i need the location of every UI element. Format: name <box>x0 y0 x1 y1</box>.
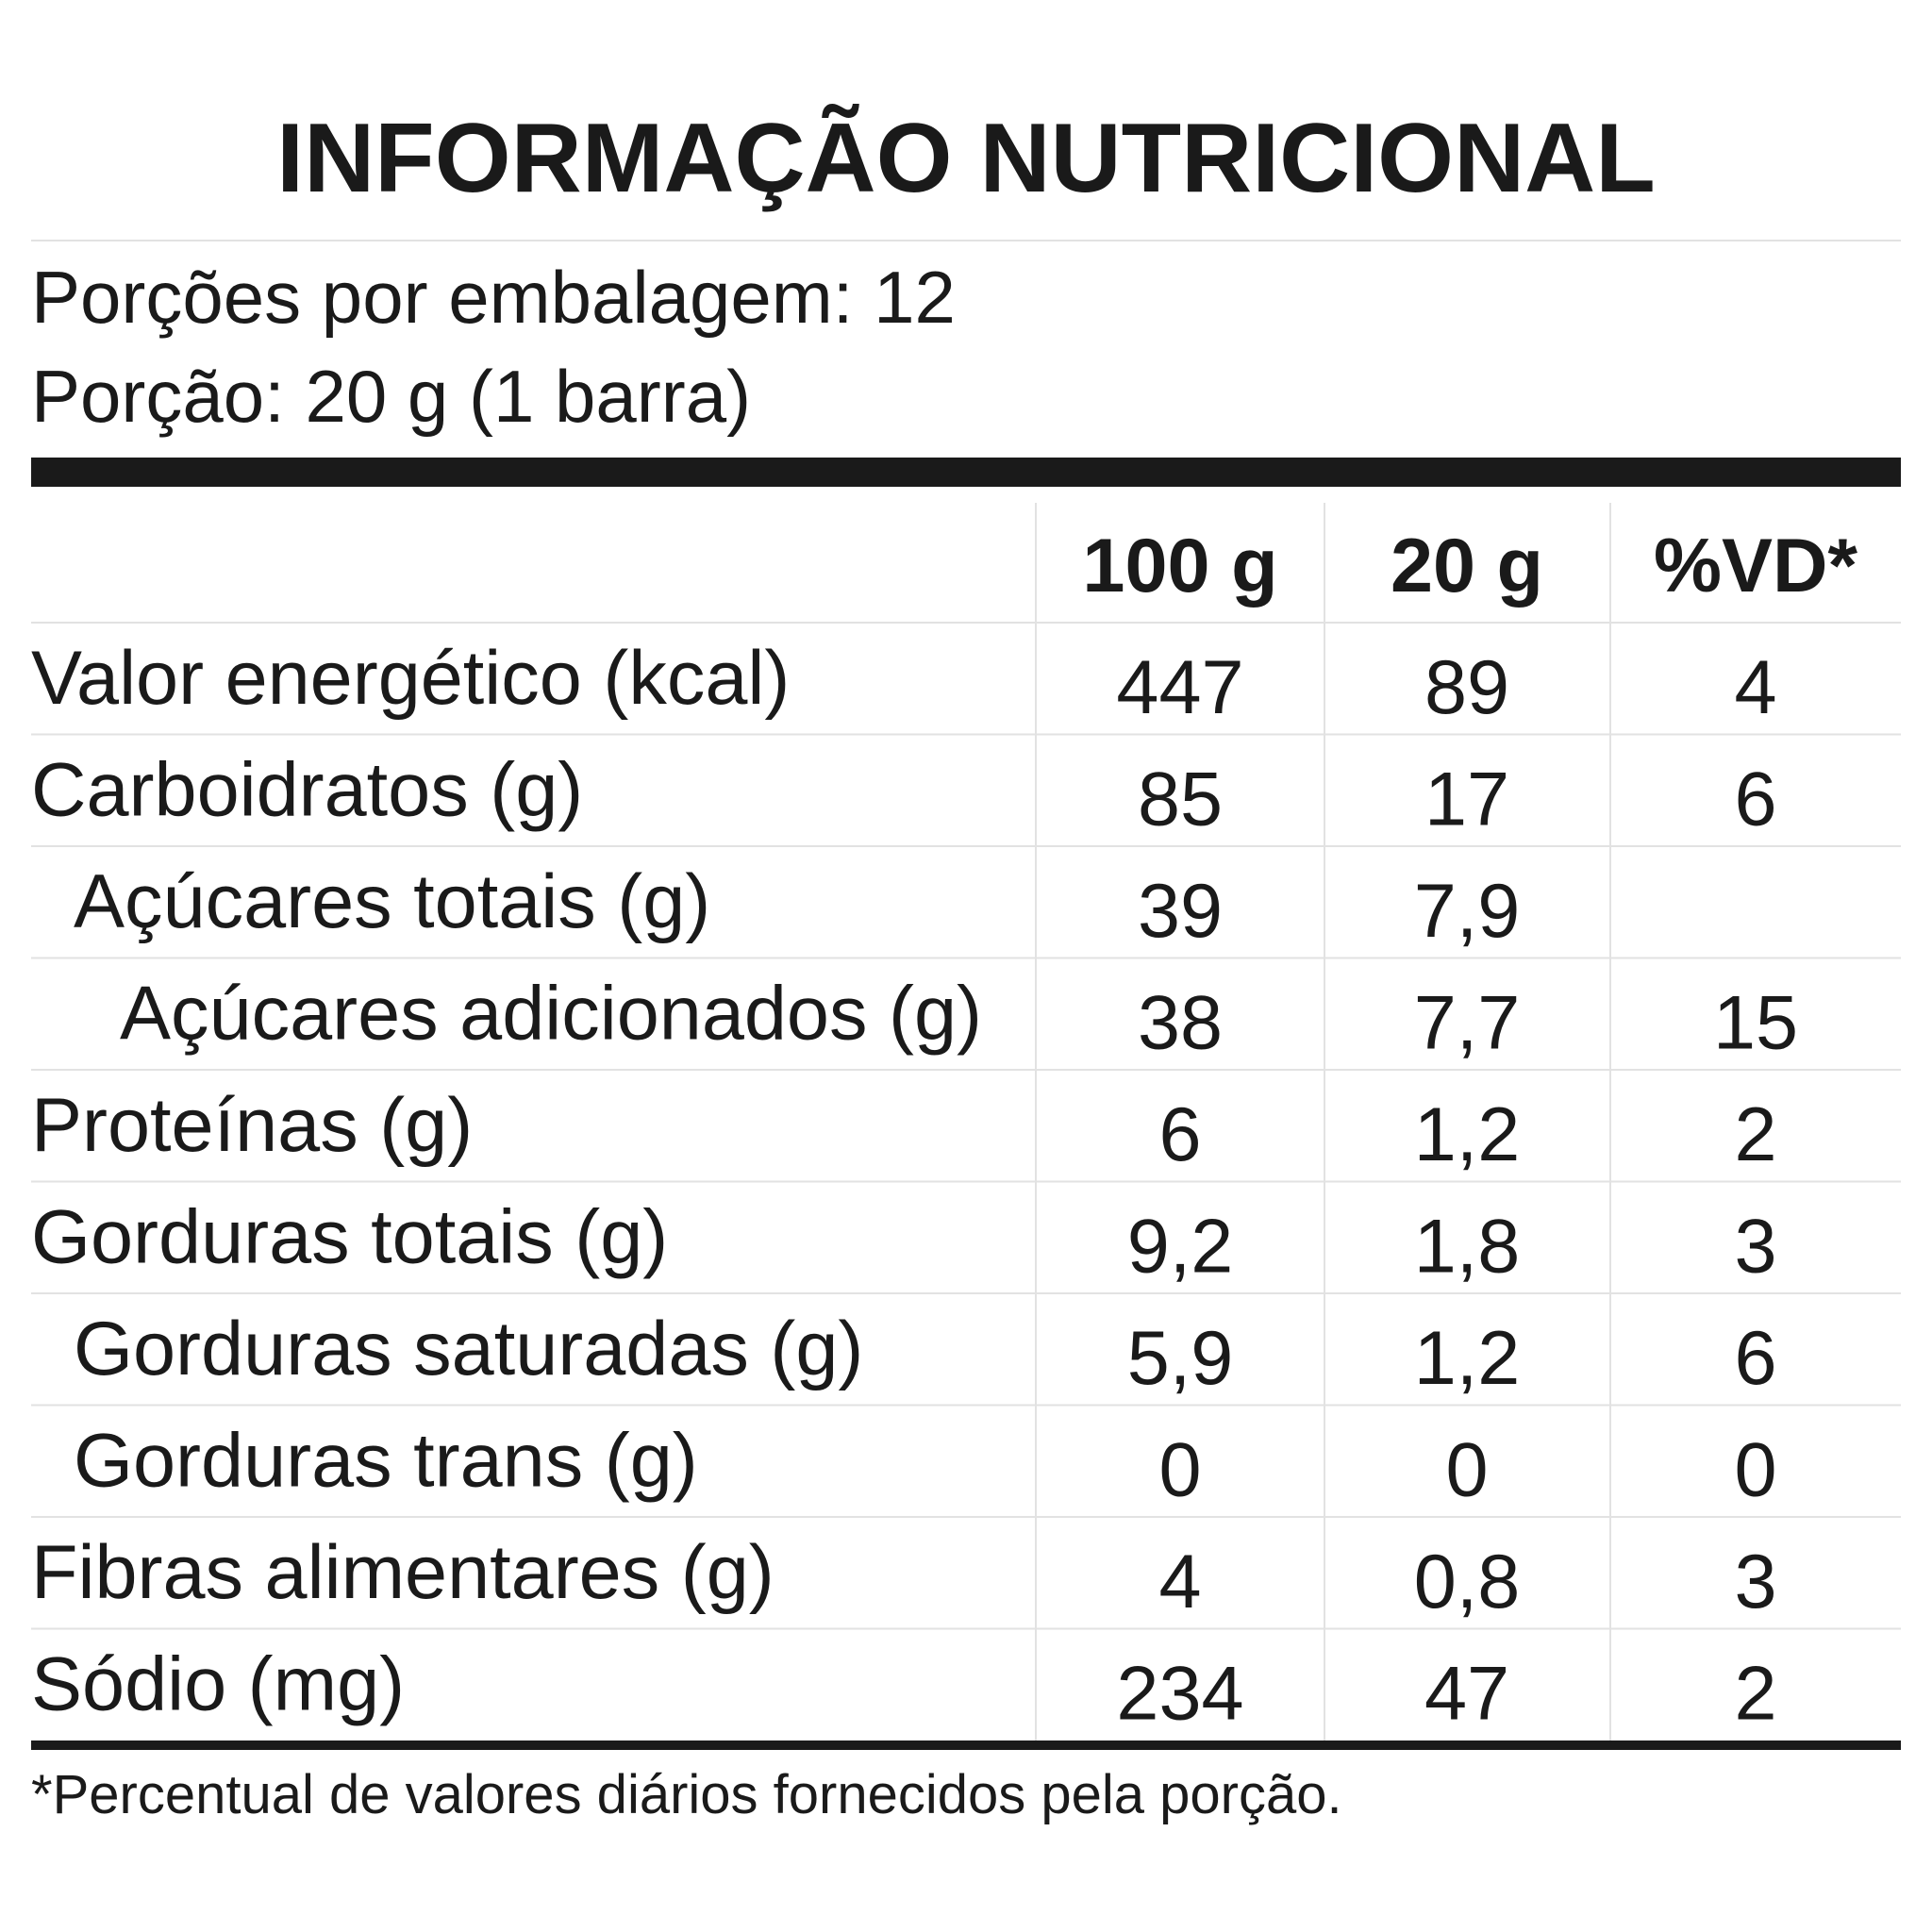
nutrient-value: 17 <box>1424 758 1509 842</box>
nutrient-name: Sódio (mg) <box>31 1642 405 1727</box>
nutrient-value: 47 <box>1424 1652 1509 1737</box>
column-header: 100 g <box>1082 524 1277 608</box>
column-header: %VD* <box>1654 524 1858 608</box>
nutrient-value: 0 <box>1445 1428 1488 1513</box>
nutrient-value: 2 <box>1734 1652 1776 1737</box>
nutrient-value: 1,8 <box>1414 1205 1521 1290</box>
nutrient-name: Valor energético (kcal) <box>31 636 790 721</box>
nutrient-value: 39 <box>1138 869 1223 954</box>
nutrient-value: 1,2 <box>1414 1316 1521 1401</box>
bottom-bar <box>31 1740 1901 1750</box>
nutrient-name: Proteínas (g) <box>31 1083 473 1168</box>
nutrient-name: Carboidratos (g) <box>31 748 583 833</box>
nutrient-value: 2 <box>1734 1092 1776 1177</box>
nutrient-value: 1,2 <box>1414 1092 1521 1177</box>
nutrient-value: 0,8 <box>1414 1540 1521 1624</box>
nutrient-value: 447 <box>1116 645 1243 730</box>
nutrient-value: 3 <box>1734 1205 1776 1290</box>
nutrient-value: 89 <box>1424 645 1509 730</box>
table: 100 g 20 g %VD*Valor energético (kcal) 447 8… <box>31 503 1901 1740</box>
title: INFORMAÇÃO NUTRICIONAL <box>276 104 1656 213</box>
nutrient-value: 38 <box>1138 981 1223 1066</box>
nutrient-value: 234 <box>1116 1652 1243 1737</box>
nutrient-name: Gorduras totais (g) <box>31 1195 668 1280</box>
nutrient-value: 0 <box>1734 1428 1776 1513</box>
portion: Porção: 20 g (1 barra) <box>31 355 751 438</box>
nutrient-value: 6 <box>1734 1316 1776 1401</box>
nutrient-value: 7,7 <box>1414 981 1521 1066</box>
nutrient-value: 4 <box>1158 1540 1201 1624</box>
nutrient-name: Fibras alimentares (g) <box>31 1530 774 1615</box>
nutrient-value: 4 <box>1734 645 1776 730</box>
nutrient-value: 5,9 <box>1127 1316 1234 1401</box>
nutrient-name: Açúcares adicionados (g) <box>120 972 982 1057</box>
thick-bar <box>31 458 1901 487</box>
nutrient-value: 3 <box>1734 1540 1776 1624</box>
footnote: *Percentual de valores diários fornecido… <box>31 1764 1342 1825</box>
nutrient-name: Gorduras trans (g) <box>74 1419 698 1504</box>
nutrient-value: 85 <box>1138 758 1223 842</box>
nutrient-value: 15 <box>1713 981 1798 1066</box>
servings: Porções por embalagem: 12 <box>31 256 956 339</box>
column-header: 20 g <box>1391 524 1543 608</box>
nutrient-name: Gorduras saturadas (g) <box>74 1307 863 1391</box>
nutrient-value: 7,9 <box>1414 869 1521 954</box>
nutrient-name: Açúcares totais (g) <box>74 859 710 944</box>
nutrient-value: 6 <box>1734 758 1776 842</box>
nutrient-value: 6 <box>1158 1092 1201 1177</box>
nutrient-value: 0 <box>1158 1428 1201 1513</box>
nutrient-value: 9,2 <box>1127 1205 1234 1290</box>
